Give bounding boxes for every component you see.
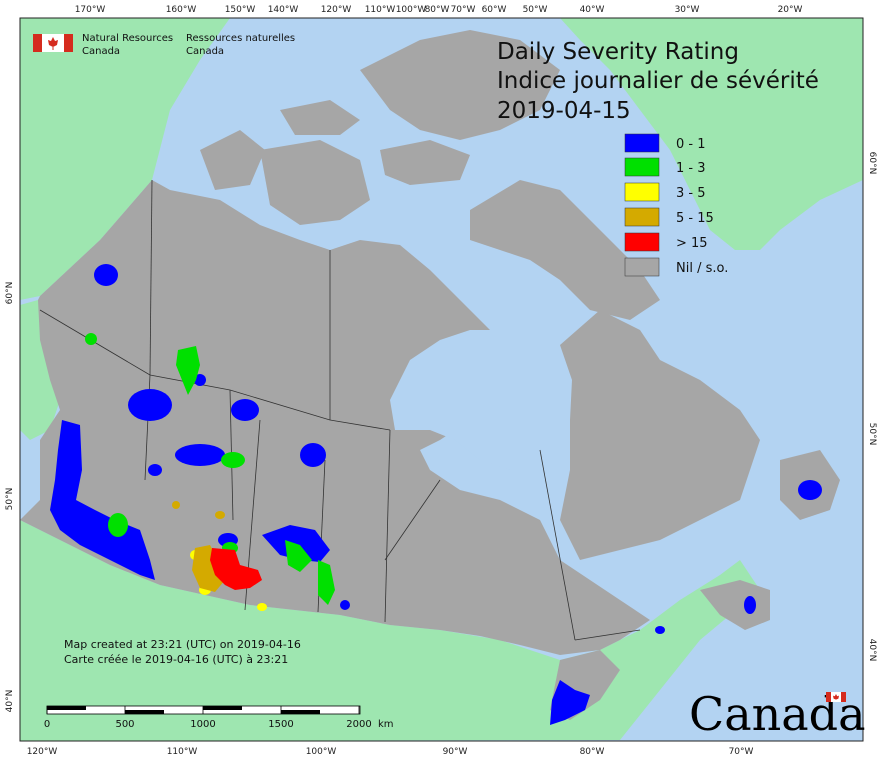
scale-tick: 500	[115, 719, 134, 730]
nrcan-logo	[33, 34, 73, 52]
legend-swatch-3-5	[624, 182, 660, 202]
grat-right-label: 50°N	[867, 423, 877, 446]
scale-unit: km	[378, 719, 394, 730]
agency-fr-line2: Canada	[186, 46, 224, 57]
grat-top-label: 140°W	[268, 5, 299, 15]
labrador-land	[560, 310, 760, 560]
maritimes-land	[700, 580, 770, 630]
greenland-land	[560, 18, 863, 250]
title-fr: Indice journalier de sévérité	[497, 68, 819, 94]
alaska-land	[20, 18, 230, 300]
legend-label: 1 - 3	[676, 161, 706, 176]
scale-tick: 0	[44, 719, 50, 730]
grat-bottom-label: 120°W	[27, 747, 58, 757]
grat-bottom-label: 70°W	[729, 747, 754, 757]
severity-5-15	[172, 501, 225, 592]
grat-top-label: 110°W	[365, 5, 396, 15]
scale-tick: 1000	[190, 719, 215, 730]
agency-fr-line1: Ressources naturelles	[186, 33, 295, 44]
title-date: 2019-04-15	[497, 98, 631, 124]
legend-swatch-1-3	[624, 157, 660, 177]
legend-label: 5 - 15	[676, 211, 714, 226]
scale-tick: 2000	[346, 719, 371, 730]
credit-en: Map created at 23:21 (UTC) on 2019-04-16	[64, 638, 301, 651]
grat-top-label: 120°W	[321, 5, 352, 15]
canada-mainland	[20, 180, 650, 655]
grat-top-label: 80°W	[425, 5, 450, 15]
legend-label: > 15	[676, 236, 708, 251]
map-border	[19, 17, 864, 742]
grat-top-label: 20°W	[778, 5, 803, 15]
arctic-island-banks	[200, 130, 265, 190]
grat-right-label: 60°N	[867, 152, 877, 175]
grat-top-label: 50°W	[523, 5, 548, 15]
legend-label: 3 - 5	[676, 186, 706, 201]
arctic-island-parry	[280, 100, 360, 135]
legend-swatch-0-1	[624, 133, 660, 153]
grat-left-label: 40°N	[5, 690, 15, 713]
grat-bottom-label: 90°W	[443, 747, 468, 757]
grat-top-label: 30°W	[675, 5, 700, 15]
severity-1-3	[85, 333, 335, 605]
grat-right-label: 40°N	[867, 639, 877, 662]
legend-swatch-gt-15	[624, 232, 660, 252]
grat-top-label: 100°W	[396, 5, 427, 15]
grat-top-label: 70°W	[451, 5, 476, 15]
grat-bottom-label: 80°W	[580, 747, 605, 757]
arctic-island-baffin	[470, 180, 660, 320]
severity-blobs	[50, 264, 822, 725]
severity-gt-15	[210, 548, 262, 590]
grat-top-label: 40°W	[580, 5, 605, 15]
legend-label: 0 - 1	[676, 137, 706, 152]
arctic-island-devon	[380, 140, 470, 185]
graticule-left: 60°N 50°N 40°N	[5, 282, 15, 713]
legend-label: Nil / s.o.	[676, 261, 728, 276]
grat-left-label: 60°N	[5, 282, 15, 305]
grat-bottom-label: 110°W	[167, 747, 198, 757]
credit-fr: Carte créée le 2019-04-16 (UTC) à 23:21	[64, 653, 288, 666]
arctic-island-ellesmere	[360, 30, 560, 140]
graticule-right: 60°N 50°N 40°N	[867, 152, 877, 662]
graticule-top: 170°W 160°W 150°W 140°W 120°W 110°W 100°…	[75, 5, 803, 15]
grat-top-label: 60°W	[482, 5, 507, 15]
grat-left-label: 50°N	[5, 488, 15, 511]
wordmark-flag	[826, 692, 846, 702]
legend-swatch-5-15	[624, 207, 660, 227]
legend: 0 - 1 1 - 3 3 - 5 5 - 15 > 15 Nil / s.o.	[624, 133, 728, 277]
hudson-bay	[390, 330, 570, 470]
agency-en-line2: Canada	[82, 46, 120, 57]
grat-top-label: 150°W	[225, 5, 256, 15]
title-en: Daily Severity Rating	[497, 39, 739, 65]
severity-0-1	[50, 264, 822, 725]
legend-swatch-nil	[624, 257, 660, 277]
grat-top-label: 170°W	[75, 5, 106, 15]
agency-en-line1: Natural Resources	[82, 33, 173, 44]
grat-bottom-label: 100°W	[306, 747, 337, 757]
grat-top-label: 160°W	[166, 5, 197, 15]
arctic-island-victoria	[260, 140, 370, 225]
graticule-bottom: 120°W 110°W 100°W 90°W 80°W 70°W	[27, 747, 754, 757]
scale-bar	[46, 705, 361, 715]
scale-tick: 1500	[268, 719, 293, 730]
